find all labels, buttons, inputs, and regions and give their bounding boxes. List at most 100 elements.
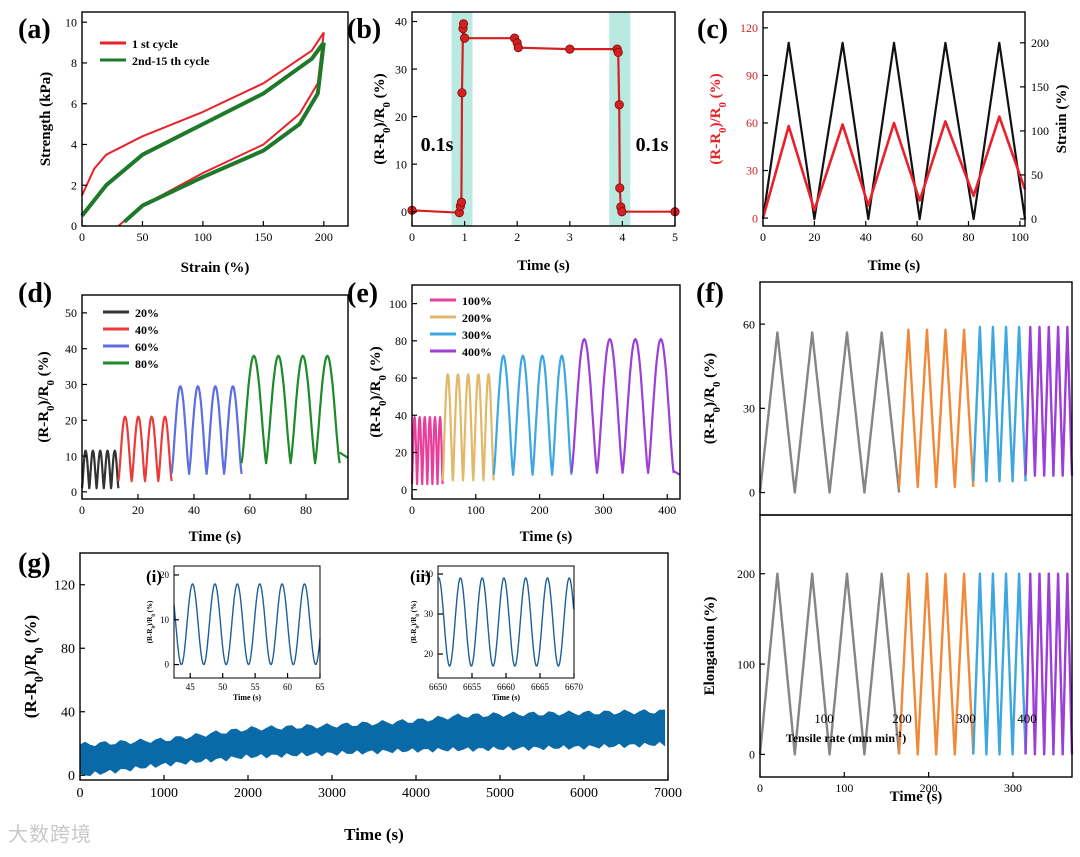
legend-e-label: 200% [462, 311, 492, 325]
group-tick-f: 300 [956, 711, 976, 726]
frame-b [411, 11, 676, 227]
y-tick-g-label: 0 [68, 769, 75, 784]
x-tick-c-label: 60 [911, 230, 923, 244]
y-tick-f-bottom-label: 200 [737, 567, 755, 581]
inset-y-tick-1-label: 30 [424, 609, 434, 619]
inset-ylabel-1: (R-R0)/R0 (%) [410, 600, 421, 643]
y-tick-d-label: 50 [65, 306, 77, 320]
ylabel-e: (R-R0)/R0 (%) [368, 346, 389, 437]
x-tick-a-label: 200 [315, 230, 333, 244]
y-tick-a-label: 6 [71, 97, 77, 111]
data-point-b [615, 183, 625, 193]
ylabel-f-top-text: (R-R0)/R0 (%) [702, 353, 723, 444]
x-tick-b-label: 1 [462, 230, 468, 244]
x-tick-b-label: 2 [514, 230, 520, 244]
y-tick-c-left-label: 0 [752, 211, 758, 225]
inset-x-tick-1-label: 6655 [463, 682, 482, 692]
curve-d-tail [339, 451, 349, 459]
y-tick-c-right-label: 100 [1031, 124, 1049, 138]
y-tick-e-label: 80 [395, 334, 407, 348]
y-tick-e-label: 60 [395, 371, 407, 385]
x-tick-d-label: 80 [300, 503, 312, 517]
inset-ylabel-0-text: (R-R0)/R0 (%) [146, 600, 157, 643]
x-tick-e-label: 400 [658, 503, 676, 517]
y-tick-g-label: 80 [61, 642, 75, 657]
ylabel-b: (R-R0)/R0 (%) [372, 73, 393, 164]
curve-f-top-1 [897, 328, 975, 489]
curve-f-top-2 [972, 325, 1027, 483]
x-tick-d-label: 60 [244, 503, 256, 517]
curve-d-3 [240, 354, 341, 465]
x-tick-b-label: 3 [567, 230, 573, 244]
x-tick-f-label: 0 [757, 781, 763, 795]
x-tick-b-label: 0 [409, 230, 415, 244]
y-tick-d-label: 10 [65, 449, 77, 463]
inset-curve-0 [173, 583, 321, 666]
y-tick-a-label: 0 [71, 219, 77, 233]
y-tick-g-label: 40 [61, 706, 75, 721]
y-tick-e-label: 0 [401, 483, 407, 497]
curve-c-resistance [761, 115, 1027, 219]
panel-label-f: (f) [696, 278, 724, 309]
inset-frame-0 [173, 565, 321, 679]
x-tick-e-label: 200 [531, 503, 549, 517]
curve-e-1 [441, 373, 495, 482]
legend-d-label: 20% [135, 306, 159, 320]
curve-e-tail [673, 470, 681, 476]
group-label-f: Tensile rate (mm min-1) [786, 729, 906, 745]
y-tick-c-right-label: 0 [1031, 212, 1037, 226]
frame-c [762, 11, 1026, 227]
group-tick-f: 200 [892, 711, 912, 726]
x-tick-f-label: 200 [920, 781, 938, 795]
data-point-b [565, 44, 575, 54]
x-tick-d-label: 40 [188, 503, 200, 517]
x-tick-g-label: 2000 [234, 786, 262, 801]
inset-x-tick-0-label: 55 [251, 682, 261, 692]
curve-a-loading-0 [81, 31, 325, 196]
watermark: 大数跨境 [8, 822, 92, 846]
y-tick-e-label: 100 [389, 297, 407, 311]
inset-y-tick-1-label: 40 [424, 569, 434, 579]
y-tick-d-label: 20 [65, 413, 77, 427]
ylabel-e-text: (R-R0)/R0 (%) [368, 346, 389, 437]
ylabel-f-bottom-text: Elongation (%) [702, 597, 718, 696]
curve-e-0 [410, 416, 444, 486]
panel-label-a: (a) [18, 14, 51, 45]
x-tick-f-label: 100 [835, 781, 853, 795]
y-tick-d-label: 30 [65, 378, 77, 392]
legend-d-label: 60% [135, 340, 159, 354]
inset-curve-1 [437, 577, 575, 667]
ylabel-c-left: (R-R0)/R0 (%) [708, 73, 729, 164]
x-tick-b-label: 5 [672, 230, 678, 244]
group-tick-f: 400 [1017, 711, 1037, 726]
data-point-b [614, 100, 624, 110]
ylabel-c-left-text: (R-R0)/R0 (%) [708, 73, 729, 164]
y-tick-e-label: 40 [395, 408, 407, 422]
y-tick-c-left-label: 90 [746, 69, 758, 83]
inset-xlabel-0: Time (s) [233, 693, 261, 702]
ylabel-b-text: (R-R0)/R0 (%) [372, 73, 393, 164]
band-g [79, 709, 666, 777]
x-tick-g-label: 5000 [486, 786, 514, 801]
x-tick-g-label: 4000 [402, 786, 430, 801]
inset-x-tick-1-label: 6660 [497, 682, 516, 692]
y-tick-b-label: 10 [395, 157, 407, 171]
inset-x-tick-0-label: 45 [186, 682, 196, 692]
x-tick-f-label: 300 [1004, 781, 1022, 795]
xlabel-e: Time (s) [520, 529, 573, 545]
frame-a [81, 11, 349, 227]
curve-f-bottom-2 [972, 572, 1027, 756]
curve-e-3 [570, 337, 675, 474]
panel-label-c: (c) [697, 14, 728, 45]
x-tick-c-label: 20 [808, 230, 820, 244]
ylabel-g-text: (R-R0)/R0 (%) [21, 615, 46, 718]
inset-x-tick-1-label: 6665 [531, 682, 550, 692]
x-tick-g-label: 3000 [318, 786, 346, 801]
x-tick-e-label: 100 [467, 503, 485, 517]
y-tick-b-label: 40 [395, 15, 407, 29]
data-point-b [456, 197, 467, 207]
y-tick-c-right-label: 200 [1031, 36, 1049, 50]
ylabel-d-text: (R-R0)/R0 (%) [36, 351, 57, 442]
y-tick-c-left-label: 60 [746, 116, 758, 130]
